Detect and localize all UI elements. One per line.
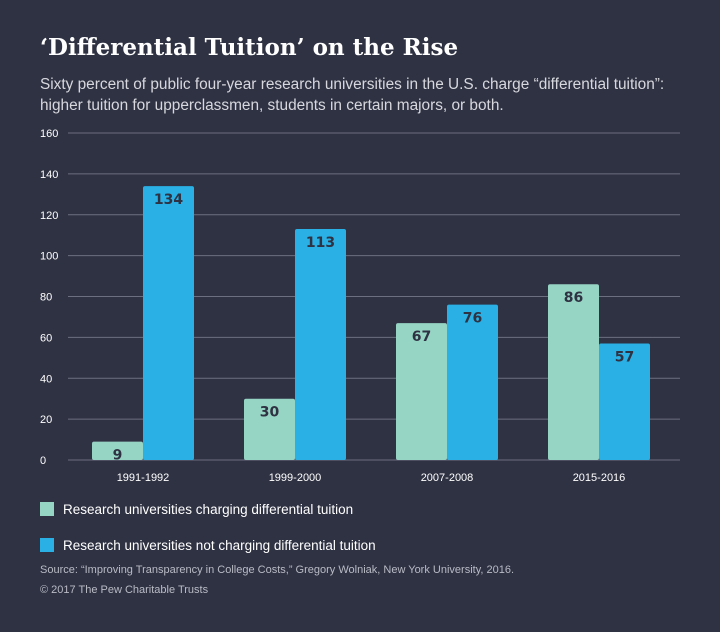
legend-label-charging: Research universities charging different… <box>63 501 354 517</box>
legend-swatch-charging <box>40 502 54 516</box>
y-tick-label: 100 <box>40 251 58 263</box>
chart-title: ‘Differential Tuition’ on the Rise <box>40 34 459 61</box>
y-tick-label: 160 <box>40 128 58 140</box>
bar <box>295 229 346 460</box>
y-tick-label: 140 <box>40 169 58 181</box>
y-tick-label: 40 <box>40 373 52 385</box>
data-label: 134 <box>154 192 183 208</box>
data-label: 113 <box>306 235 335 251</box>
x-tick-label: 2015-2016 <box>573 472 626 484</box>
copyright-note: © 2017 The Pew Charitable Trusts <box>40 584 209 596</box>
legend-swatch-not-charging <box>40 538 54 552</box>
y-tick-label: 120 <box>40 210 58 222</box>
data-label: 86 <box>564 290 583 306</box>
y-tick-label: 0 <box>40 455 46 467</box>
bar <box>244 398 295 460</box>
legend-label-not-charging: Research universities not charging diffe… <box>63 537 376 553</box>
bar <box>92 441 143 460</box>
bar <box>599 343 650 460</box>
x-tick-label: 1991-1992 <box>117 472 170 484</box>
legend-item-charging: Research universities charging different… <box>40 500 376 518</box>
source-note: Source: “Improving Transparency in Colle… <box>40 564 515 576</box>
bar <box>447 304 498 460</box>
bar <box>548 284 599 460</box>
data-label: 30 <box>260 405 280 421</box>
y-tick-label: 60 <box>40 332 52 344</box>
data-label: 67 <box>412 329 431 345</box>
legend: Research universities charging different… <box>40 500 376 572</box>
y-tick-label: 20 <box>40 414 52 426</box>
bar <box>143 186 194 460</box>
data-label: 9 <box>113 448 123 464</box>
x-tick-label: 2007-2008 <box>421 472 474 484</box>
y-tick-label: 80 <box>40 292 52 304</box>
chart-subtitle: Sixty percent of public four-year resear… <box>40 76 665 114</box>
x-tick-label: 1999-2000 <box>269 472 322 484</box>
data-label: 57 <box>615 350 634 366</box>
bar <box>396 323 447 460</box>
legend-item-not-charging: Research universities not charging diffe… <box>40 536 376 554</box>
data-label: 76 <box>463 311 482 327</box>
